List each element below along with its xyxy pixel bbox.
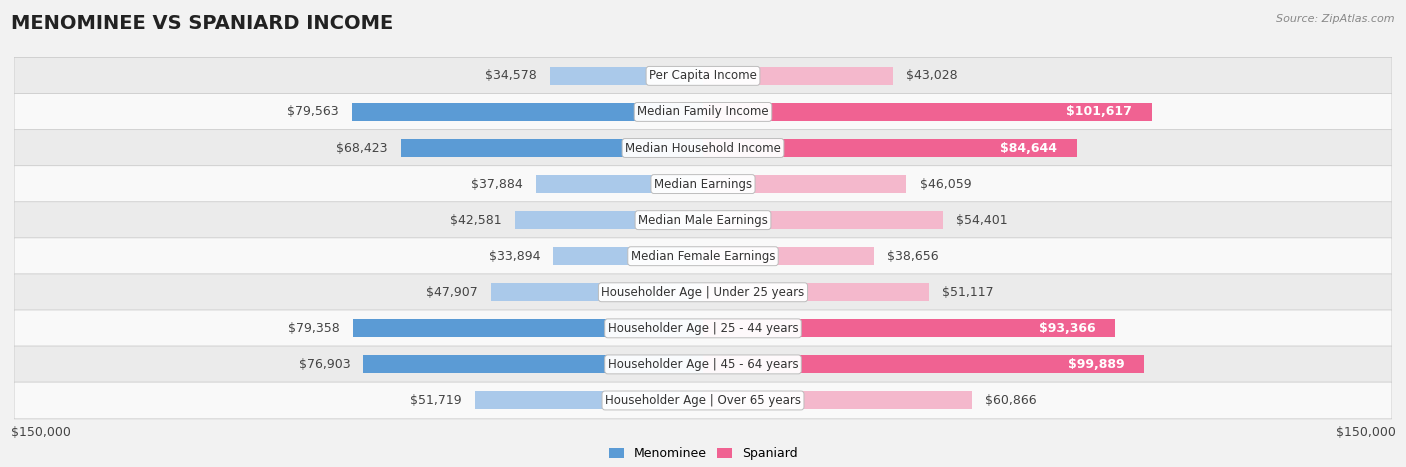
Text: Source: ZipAtlas.com: Source: ZipAtlas.com <box>1277 14 1395 24</box>
Text: Householder Age | 25 - 44 years: Householder Age | 25 - 44 years <box>607 322 799 335</box>
Text: $33,894: $33,894 <box>488 250 540 263</box>
Text: $38,656: $38,656 <box>887 250 939 263</box>
Text: Householder Age | 45 - 64 years: Householder Age | 45 - 64 years <box>607 358 799 371</box>
Bar <box>492 283 703 301</box>
Bar <box>536 175 703 193</box>
Text: $68,423: $68,423 <box>336 142 388 155</box>
Text: $84,644: $84,644 <box>1000 142 1057 155</box>
Bar <box>703 103 1152 121</box>
FancyBboxPatch shape <box>14 93 1392 130</box>
Text: Median Male Earnings: Median Male Earnings <box>638 213 768 226</box>
Text: Median Earnings: Median Earnings <box>654 177 752 191</box>
FancyBboxPatch shape <box>14 346 1392 383</box>
Text: $42,581: $42,581 <box>450 213 502 226</box>
Bar <box>703 283 929 301</box>
Bar <box>703 211 943 229</box>
FancyBboxPatch shape <box>14 274 1392 311</box>
Text: $99,889: $99,889 <box>1067 358 1125 371</box>
FancyBboxPatch shape <box>14 238 1392 275</box>
Bar <box>703 67 893 85</box>
FancyBboxPatch shape <box>14 382 1392 419</box>
Bar <box>554 247 703 265</box>
Text: $47,907: $47,907 <box>426 286 478 299</box>
Bar <box>703 247 873 265</box>
Bar <box>353 319 703 337</box>
Bar <box>703 319 1115 337</box>
Text: MENOMINEE VS SPANIARD INCOME: MENOMINEE VS SPANIARD INCOME <box>11 14 394 33</box>
Text: Median Family Income: Median Family Income <box>637 106 769 119</box>
FancyBboxPatch shape <box>14 310 1392 347</box>
Text: Median Female Earnings: Median Female Earnings <box>631 250 775 263</box>
Text: $51,719: $51,719 <box>409 394 461 407</box>
FancyBboxPatch shape <box>14 166 1392 203</box>
Text: $79,358: $79,358 <box>288 322 339 335</box>
Legend: Menominee, Spaniard: Menominee, Spaniard <box>603 442 803 465</box>
Text: Householder Age | Under 25 years: Householder Age | Under 25 years <box>602 286 804 299</box>
Text: $37,884: $37,884 <box>471 177 523 191</box>
Text: $101,617: $101,617 <box>1066 106 1132 119</box>
Bar <box>703 355 1144 374</box>
Bar <box>475 391 703 410</box>
Text: $76,903: $76,903 <box>298 358 350 371</box>
FancyBboxPatch shape <box>14 202 1392 239</box>
Text: $54,401: $54,401 <box>956 213 1008 226</box>
Text: $60,866: $60,866 <box>986 394 1036 407</box>
Text: $51,117: $51,117 <box>942 286 994 299</box>
Bar <box>401 139 703 157</box>
Bar <box>703 139 1077 157</box>
Text: $43,028: $43,028 <box>907 70 957 82</box>
Bar <box>703 175 907 193</box>
Text: $34,578: $34,578 <box>485 70 537 82</box>
Bar <box>703 391 972 410</box>
FancyBboxPatch shape <box>14 57 1392 94</box>
Bar <box>550 67 703 85</box>
Bar <box>363 355 703 374</box>
Text: Householder Age | Over 65 years: Householder Age | Over 65 years <box>605 394 801 407</box>
Text: $79,563: $79,563 <box>287 106 339 119</box>
Bar <box>352 103 703 121</box>
Bar <box>515 211 703 229</box>
Text: Median Household Income: Median Household Income <box>626 142 780 155</box>
Text: $93,366: $93,366 <box>1039 322 1095 335</box>
Text: Per Capita Income: Per Capita Income <box>650 70 756 82</box>
Text: $46,059: $46,059 <box>920 177 972 191</box>
FancyBboxPatch shape <box>14 130 1392 166</box>
